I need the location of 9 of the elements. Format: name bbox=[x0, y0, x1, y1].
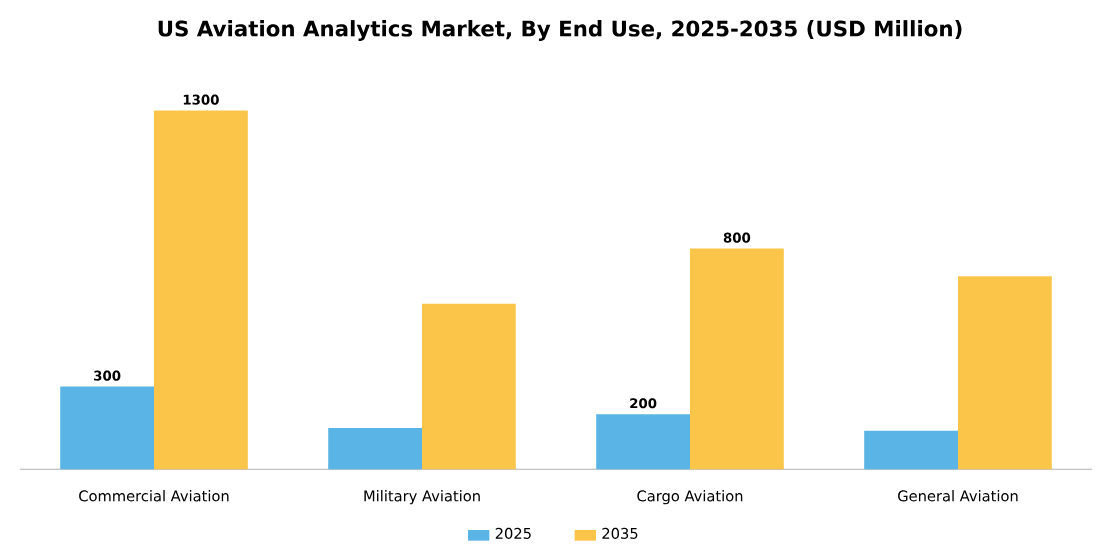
bar bbox=[154, 110, 248, 470]
bar bbox=[422, 303, 516, 470]
bar bbox=[864, 430, 958, 470]
bar bbox=[690, 248, 784, 470]
bar bbox=[958, 276, 1052, 470]
bar bbox=[60, 386, 155, 470]
bar bbox=[596, 414, 690, 470]
chart-title: US Aviation Analytics Market, By End Use, 2025-2035 (USD Million) bbox=[158, 20, 962, 41]
bar bbox=[328, 427, 423, 470]
